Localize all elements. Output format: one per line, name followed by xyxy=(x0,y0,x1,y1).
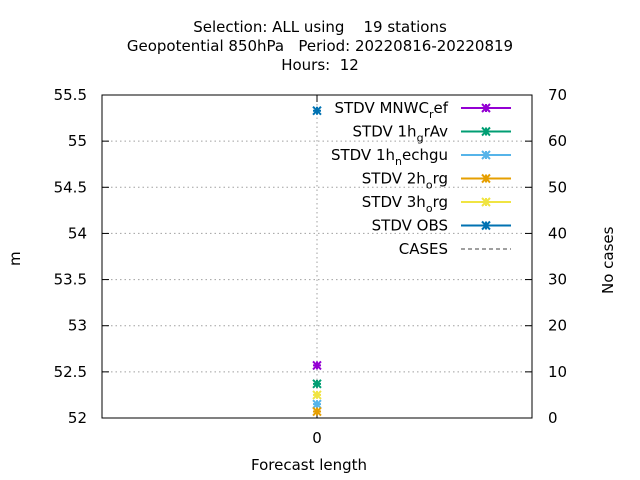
legend-label-2: STDV 1hnechgu xyxy=(331,146,448,168)
data-point-5-0 xyxy=(312,105,322,116)
y-axis-label: m xyxy=(6,251,24,266)
y-tick-label: 52.5 xyxy=(54,363,87,381)
y2-tick-label: 70 xyxy=(548,86,567,104)
legend-label-5: STDV OBS xyxy=(372,217,448,235)
legend-label-1: STDV 1hgrAv xyxy=(353,123,449,145)
y2-tick-label: 40 xyxy=(548,224,567,242)
y-tick-label: 53.5 xyxy=(54,271,87,289)
y-tick-label: 54 xyxy=(68,224,87,242)
data-point-2-0 xyxy=(312,399,322,409)
y2-tick-label: 30 xyxy=(548,271,567,289)
y2-axis-label: No cases xyxy=(599,226,617,294)
data-point-1-0 xyxy=(312,379,322,389)
y2-tick-label: 0 xyxy=(548,409,558,427)
y2-tick-label: 10 xyxy=(548,363,567,381)
legend-marker-3 xyxy=(481,173,491,184)
plot-border xyxy=(101,94,533,419)
x-tick-label: 0 xyxy=(312,429,322,447)
chart-title-line-1: Selection: ALL using 19 stations xyxy=(193,18,447,36)
chart-title-line-3: Hours: 12 xyxy=(281,56,359,74)
legend-marker-0 xyxy=(481,103,491,113)
data-point-4-0 xyxy=(312,390,322,400)
legend-marker-1 xyxy=(481,126,491,137)
legend-label-3: STDV 2horg xyxy=(362,170,448,192)
y-tick-label: 54.5 xyxy=(54,178,87,196)
y-tick-label: 55 xyxy=(68,132,87,150)
y-tick-label: 55.5 xyxy=(54,86,87,104)
x-axis-label: Forecast length xyxy=(251,456,368,474)
legend-label-4: STDV 3horg xyxy=(362,193,448,215)
y-tick-label: 53 xyxy=(68,317,87,335)
y2-tick-label: 20 xyxy=(548,317,567,335)
y2-tick-label: 50 xyxy=(548,178,567,196)
legend-marker-4 xyxy=(481,197,491,207)
legend-marker-2 xyxy=(481,150,491,160)
legend-marker-5 xyxy=(481,220,491,231)
data-point-0-0 xyxy=(312,360,322,371)
legend-label-0: STDV MNWCref xyxy=(334,99,448,121)
y2-tick-label: 60 xyxy=(548,132,567,150)
y-tick-label: 52 xyxy=(68,409,87,427)
legend-label-6: CASES xyxy=(399,240,448,258)
chart-title-line-2: Geopotential 850hPa Period: 20220816-202… xyxy=(126,37,514,55)
data-point-3-0 xyxy=(312,406,322,417)
